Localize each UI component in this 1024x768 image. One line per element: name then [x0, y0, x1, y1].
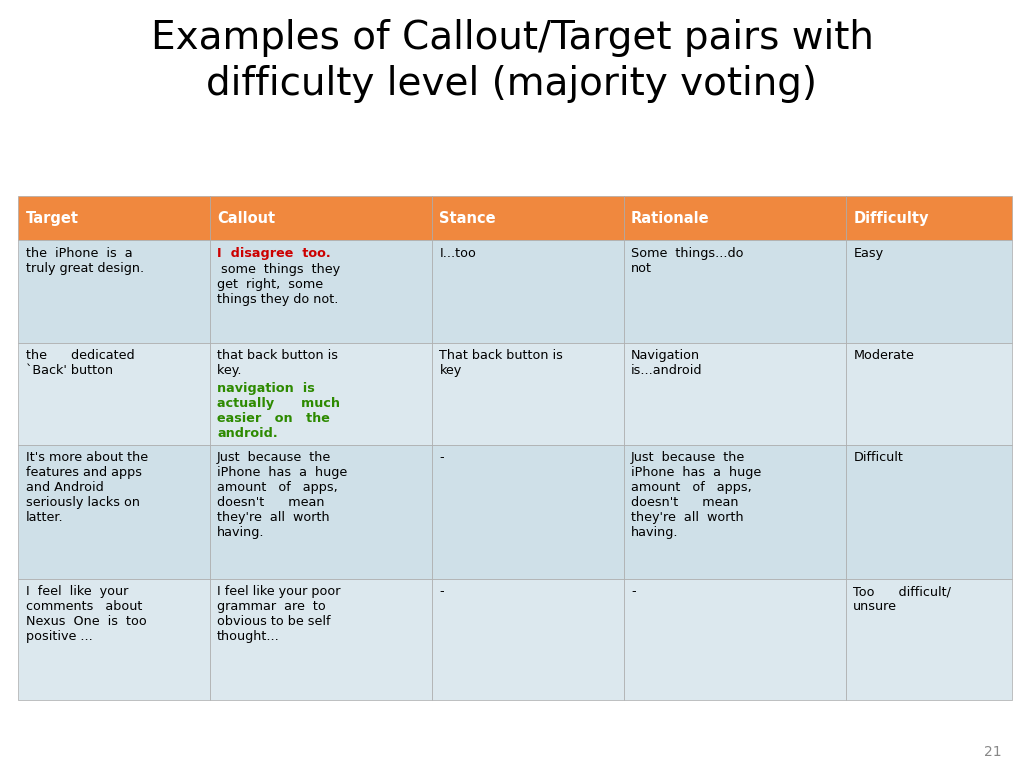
FancyBboxPatch shape	[432, 240, 624, 343]
FancyBboxPatch shape	[624, 343, 846, 445]
FancyBboxPatch shape	[846, 343, 1012, 445]
Text: Navigation
is...android: Navigation is...android	[631, 349, 702, 376]
FancyBboxPatch shape	[624, 579, 846, 700]
Text: the      dedicated
`Back' button: the dedicated `Back' button	[26, 349, 134, 376]
Text: -: -	[631, 585, 636, 598]
Text: 21: 21	[984, 745, 1001, 759]
FancyBboxPatch shape	[624, 240, 846, 343]
Text: Moderate: Moderate	[853, 349, 914, 362]
Text: Too      difficult/
unsure: Too difficult/ unsure	[853, 585, 951, 613]
FancyBboxPatch shape	[624, 445, 846, 579]
Text: Rationale: Rationale	[631, 210, 710, 226]
FancyBboxPatch shape	[846, 445, 1012, 579]
FancyBboxPatch shape	[210, 343, 432, 445]
Text: That back button is
key: That back button is key	[439, 349, 563, 376]
FancyBboxPatch shape	[846, 240, 1012, 343]
Text: I  disagree  too.: I disagree too.	[217, 247, 331, 260]
FancyBboxPatch shape	[18, 343, 210, 445]
FancyBboxPatch shape	[210, 445, 432, 579]
Text: Target: Target	[26, 210, 79, 226]
FancyBboxPatch shape	[432, 579, 624, 700]
FancyBboxPatch shape	[846, 196, 1012, 240]
FancyBboxPatch shape	[18, 579, 210, 700]
Text: -: -	[439, 451, 444, 464]
Text: Difficulty: Difficulty	[853, 210, 929, 226]
FancyBboxPatch shape	[18, 196, 210, 240]
Text: Easy: Easy	[853, 247, 884, 260]
Text: Just  because  the
iPhone  has  a  huge
amount   of   apps,
doesn't      mean
th: Just because the iPhone has a huge amoun…	[217, 451, 347, 539]
FancyBboxPatch shape	[18, 240, 210, 343]
Text: -: -	[439, 585, 444, 598]
FancyBboxPatch shape	[432, 196, 624, 240]
FancyBboxPatch shape	[432, 343, 624, 445]
Text: Callout: Callout	[217, 210, 275, 226]
Text: It's more about the
features and apps
and Android
seriously lacks on
latter.: It's more about the features and apps an…	[26, 451, 147, 524]
FancyBboxPatch shape	[210, 196, 432, 240]
FancyBboxPatch shape	[624, 196, 846, 240]
FancyBboxPatch shape	[210, 240, 432, 343]
Text: some  things  they
get  right,  some
things they do not.: some things they get right, some things …	[217, 263, 340, 306]
Text: the  iPhone  is  a
truly great design.: the iPhone is a truly great design.	[26, 247, 143, 274]
FancyBboxPatch shape	[18, 445, 210, 579]
Text: I  feel  like  your
comments   about
Nexus  One  is  too
positive ...: I feel like your comments about Nexus On…	[26, 585, 146, 644]
Text: that back button is
key.: that back button is key.	[217, 349, 338, 376]
FancyBboxPatch shape	[210, 579, 432, 700]
FancyBboxPatch shape	[846, 579, 1012, 700]
FancyBboxPatch shape	[432, 445, 624, 579]
Text: navigation  is
actually      much
easier   on   the
android.: navigation is actually much easier on th…	[217, 382, 340, 440]
Text: Examples of Callout/Target pairs with
difficulty level (majority voting): Examples of Callout/Target pairs with di…	[151, 19, 873, 103]
Text: Difficult: Difficult	[853, 451, 903, 464]
Text: Some  things...do
not: Some things...do not	[631, 247, 743, 274]
Text: I...too: I...too	[439, 247, 476, 260]
Text: Just  because  the
iPhone  has  a  huge
amount   of   apps,
doesn't      mean
th: Just because the iPhone has a huge amoun…	[631, 451, 761, 539]
Text: Stance: Stance	[439, 210, 496, 226]
Text: I feel like your poor
grammar  are  to
obvious to be self
thought...: I feel like your poor grammar are to obv…	[217, 585, 341, 644]
